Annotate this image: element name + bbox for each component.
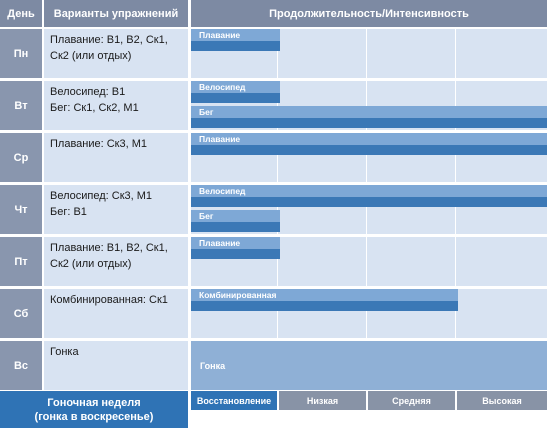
- intensity-bar-shade: [191, 197, 547, 207]
- grid-line: [455, 289, 456, 338]
- day-cell-sun: Вс: [0, 341, 42, 390]
- intensity-bar-shade: [191, 249, 280, 259]
- intensity-bar-label: Плавание: [199, 238, 241, 248]
- grid-line: [366, 81, 367, 130]
- race-week-label: Гоночная неделя (гонка в воскресенье): [0, 391, 188, 428]
- grid-line: [366, 133, 367, 182]
- intensity-bar-label: Комбинированная: [199, 290, 277, 300]
- intensity-bar-label: Плавание: [199, 30, 241, 40]
- intensity-chart-fri: Плавание: [191, 237, 547, 286]
- grid-line: [455, 29, 456, 78]
- exercise-options-wed: Плавание: Ск3, М1: [44, 133, 188, 182]
- intensity-bar-shade: [191, 41, 280, 51]
- intensity-bar: Комбинированная: [191, 289, 458, 301]
- intensity-bar: Плавание: [191, 237, 280, 249]
- grid-line: [366, 29, 367, 78]
- grid-line: [366, 289, 367, 338]
- grid-line: [455, 185, 456, 234]
- grid-line: [455, 81, 456, 130]
- intensity-bar-label: Велосипед: [199, 82, 246, 92]
- intensity-bar-shade: [191, 222, 280, 232]
- header-exercises: Варианты упражнений: [44, 0, 188, 27]
- intensity-bar-shade: [191, 118, 547, 128]
- intensity-bar-label: Велосипед: [199, 186, 246, 196]
- intensity-chart-sun: Гонка: [191, 341, 547, 390]
- intensity-bar: Гонка: [191, 341, 547, 390]
- day-cell-sat: Сб: [0, 289, 42, 338]
- intensity-bar: Бег: [191, 106, 547, 118]
- header-duration-intensity: Продолжительность/Интенсивность: [191, 0, 547, 27]
- intensity-bar: Плавание: [191, 29, 280, 41]
- intensity-chart-wed: Плавание: [191, 133, 547, 182]
- intensity-bar: Велосипед: [191, 185, 547, 197]
- intensity-bar-label: Бег: [199, 107, 214, 117]
- day-cell-thu: Чт: [0, 185, 42, 234]
- exercise-options-mon: Плавание: В1, В2, Ск1, Ск2 (или отдых): [44, 29, 188, 78]
- grid-line: [277, 185, 278, 234]
- intensity-chart-thu: Велосипед Бег: [191, 185, 547, 234]
- grid-line: [366, 237, 367, 286]
- level-low: Низкая: [279, 391, 366, 410]
- grid-line: [277, 29, 278, 78]
- exercise-options-sun: Гонка: [44, 341, 188, 390]
- intensity-bar-label: Плавание: [199, 134, 241, 144]
- grid-line: [277, 133, 278, 182]
- grid-line: [455, 133, 456, 182]
- day-cell-tue: Вт: [0, 81, 42, 130]
- grid-line: [277, 237, 278, 286]
- intensity-bar-label: Гонка: [200, 360, 226, 371]
- header-day: День: [0, 0, 42, 27]
- intensity-bar-shade: [191, 93, 280, 103]
- exercise-options-fri: Плавание: В1, В2, Ск1, Ск2 (или отдых): [44, 237, 188, 286]
- day-cell-wed: Ср: [0, 133, 42, 182]
- level-recovery: Восстановление: [191, 391, 277, 410]
- intensity-chart-sat: Комбинированная: [191, 289, 547, 338]
- grid-line: [455, 237, 456, 286]
- intensity-bar: Плавание: [191, 133, 547, 145]
- intensity-bar: Бег: [191, 210, 280, 222]
- intensity-bar-label: Бег: [199, 211, 214, 221]
- exercise-options-tue: Велосипед: В1 Бег: Ск1, Ск2, М1: [44, 81, 188, 130]
- day-cell-fri: Пт: [0, 237, 42, 286]
- intensity-bar-shade: [191, 145, 547, 155]
- intensity-bar-shade: [191, 301, 458, 311]
- exercise-options-sat: Комбинированная: Ск1: [44, 289, 188, 338]
- grid-line: [366, 185, 367, 234]
- grid-line: [277, 81, 278, 130]
- level-high: Высокая: [457, 391, 547, 410]
- intensity-chart-mon: Плавание: [191, 29, 547, 78]
- grid-line: [277, 289, 278, 338]
- intensity-chart-tue: Велосипед Бег: [191, 81, 547, 130]
- level-medium: Средняя: [368, 391, 455, 410]
- exercise-options-thu: Велосипед: Ск3, М1 Бег: В1: [44, 185, 188, 234]
- day-cell-mon: Пн: [0, 29, 42, 78]
- intensity-bar: Велосипед: [191, 81, 280, 93]
